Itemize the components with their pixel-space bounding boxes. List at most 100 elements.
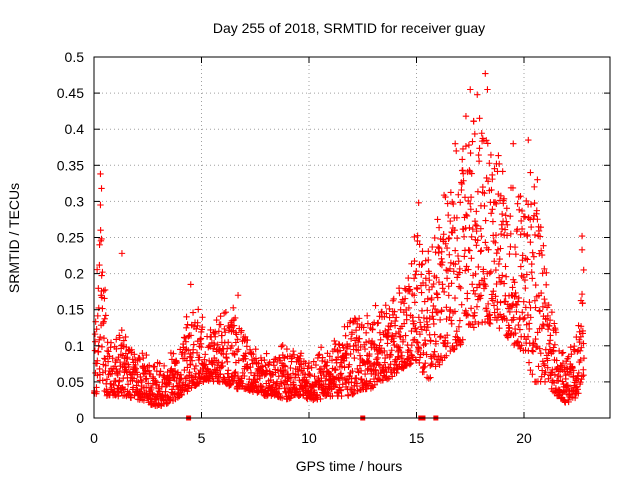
data-point [162, 388, 169, 395]
data-point [575, 369, 582, 377]
data-point [532, 304, 539, 311]
data-point [143, 375, 150, 382]
data-point [490, 238, 497, 245]
data-point [485, 246, 492, 253]
data-point [531, 199, 538, 207]
data-point [484, 300, 492, 308]
data-point [182, 338, 190, 345]
data-point [323, 362, 330, 369]
data-point [474, 237, 481, 244]
data-point [183, 324, 190, 332]
data-point [252, 379, 259, 386]
data-point [530, 340, 538, 347]
data-point [224, 358, 231, 366]
data-point [243, 343, 251, 350]
data-point [186, 368, 193, 376]
data-point [388, 320, 395, 327]
data-point [467, 305, 475, 312]
data-point [527, 201, 535, 208]
data-point [497, 192, 505, 199]
data-point [475, 320, 482, 328]
data-point [402, 362, 409, 370]
data-point [471, 217, 479, 225]
data-point [261, 371, 268, 379]
data-point [510, 140, 517, 147]
data-point [516, 326, 524, 333]
data-point [469, 281, 476, 288]
data-point [430, 320, 438, 328]
data-point [193, 325, 200, 333]
data-point [351, 389, 358, 397]
data-point [542, 368, 549, 376]
data-point [415, 345, 423, 352]
data-point [410, 292, 418, 299]
plot-frame [93, 56, 611, 419]
data-point [462, 267, 469, 274]
data-point [217, 313, 224, 320]
data-point [417, 351, 424, 358]
data-point [545, 375, 552, 383]
data-point [233, 331, 240, 338]
data-point [558, 362, 565, 370]
data-point [456, 265, 463, 273]
data-point [195, 306, 202, 313]
data-point [455, 257, 462, 265]
data-point [287, 364, 294, 372]
data-point [346, 361, 353, 368]
data-point [515, 321, 522, 329]
data-point [465, 266, 472, 273]
data-point [482, 217, 489, 224]
data-point [425, 256, 432, 264]
data-point [367, 378, 374, 385]
data-point [249, 388, 257, 396]
data-point [112, 377, 119, 385]
data-point [96, 336, 103, 344]
data-point [336, 347, 344, 354]
data-point [453, 327, 460, 335]
data-point [353, 382, 361, 390]
data-point [223, 354, 230, 362]
data-point [316, 351, 323, 358]
data-point [578, 344, 585, 351]
data-point [457, 284, 464, 292]
data-point [263, 350, 270, 357]
data-point [352, 326, 360, 334]
data-point [451, 345, 458, 353]
data-point [579, 299, 586, 307]
data-point [413, 267, 420, 275]
data-point [529, 249, 536, 256]
data-point [535, 227, 543, 235]
data-point [461, 194, 469, 201]
data-point [522, 284, 529, 292]
data-point [131, 392, 138, 399]
data-point [458, 186, 465, 194]
data-point [194, 319, 201, 326]
data-point [187, 332, 195, 339]
data-point [316, 378, 323, 385]
data-point [529, 275, 536, 282]
data-point [186, 350, 194, 358]
data-point [416, 319, 424, 326]
data-point [541, 295, 548, 303]
data-point [371, 381, 379, 389]
data-point [412, 324, 419, 332]
data-point [91, 347, 99, 354]
data-point [357, 376, 365, 383]
data-point [373, 356, 380, 363]
data-point [298, 361, 305, 368]
data-point [306, 370, 313, 378]
data-point [444, 200, 451, 207]
data-point [447, 347, 454, 355]
data-point [445, 234, 453, 242]
grid-lines [94, 57, 610, 418]
data-point [481, 189, 488, 197]
data-point [411, 299, 419, 306]
data-point [517, 231, 524, 238]
data-point [457, 199, 464, 206]
data-point [230, 322, 238, 329]
data-point [480, 268, 487, 275]
data-point [438, 255, 445, 263]
data-point [466, 167, 473, 174]
data-point [459, 156, 466, 163]
data-point [577, 323, 585, 330]
